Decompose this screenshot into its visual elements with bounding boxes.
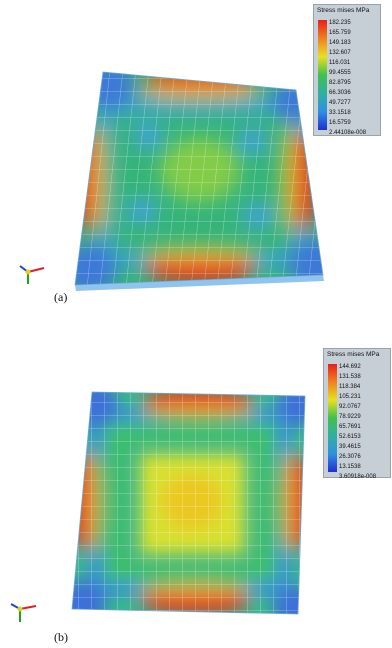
figure-b: Stress mises MPa 144.692 131.538 118.384… xyxy=(0,324,392,648)
legend-value: 149.183 xyxy=(329,40,351,46)
legend-value: 66.3036 xyxy=(329,90,351,96)
legend-value: 99.4555 xyxy=(329,70,351,76)
legend-value: 49.7277 xyxy=(329,100,351,106)
legend-value: 165.759 xyxy=(329,30,351,36)
contour-field-a xyxy=(75,72,323,285)
figure-caption-b: (b) xyxy=(54,630,68,644)
legend-value: 92.0767 xyxy=(339,404,361,410)
legend-value: 13.1538 xyxy=(339,464,361,470)
legend-value: 182.235 xyxy=(329,20,351,26)
stress-legend-a: Stress mises MPa 182.235 165.759 149.183… xyxy=(313,4,381,136)
plate-edge-a xyxy=(75,275,324,291)
legend-value: 16.5759 xyxy=(329,120,351,126)
legend-value: 118.384 xyxy=(339,384,361,390)
axis-triad-icon xyxy=(10,603,37,622)
stress-contour-plot-a xyxy=(74,71,324,291)
legend-value: 132.607 xyxy=(329,50,351,56)
legend-value: 52.6153 xyxy=(339,434,361,440)
stress-legend-b: Stress mises MPa 144.692 131.538 118.384… xyxy=(323,348,391,480)
legend-value: 78.9229 xyxy=(339,414,361,420)
legend-value: 26.3076 xyxy=(339,454,361,460)
legend-title: Stress mises MPa xyxy=(327,351,380,358)
legend-value: 2.44108e-008 xyxy=(329,130,367,136)
legend-value: 116.031 xyxy=(329,60,351,66)
legend-color-bar xyxy=(318,20,327,130)
legend-title: Stress mises MPa xyxy=(317,7,370,14)
legend-color-bar xyxy=(328,364,337,472)
legend-value: 105.231 xyxy=(339,394,361,400)
legend-value: 65.7691 xyxy=(339,424,361,430)
stress-contour-plot-b xyxy=(71,391,306,615)
legend-value: 3.60918e-008 xyxy=(339,474,377,480)
legend-value: 131.538 xyxy=(339,374,361,380)
figure-a: Stress mises MPa 182.235 165.759 149.183… xyxy=(19,4,381,304)
legend-value: 82.8795 xyxy=(329,80,351,86)
figure-caption-a: (a) xyxy=(54,290,68,304)
axis-triad-icon xyxy=(19,265,45,284)
legend-value: 39.4615 xyxy=(339,444,361,450)
legend-value: 33.1518 xyxy=(329,110,351,116)
legend-value: 144.692 xyxy=(339,364,361,370)
contour-field-b xyxy=(72,392,305,614)
